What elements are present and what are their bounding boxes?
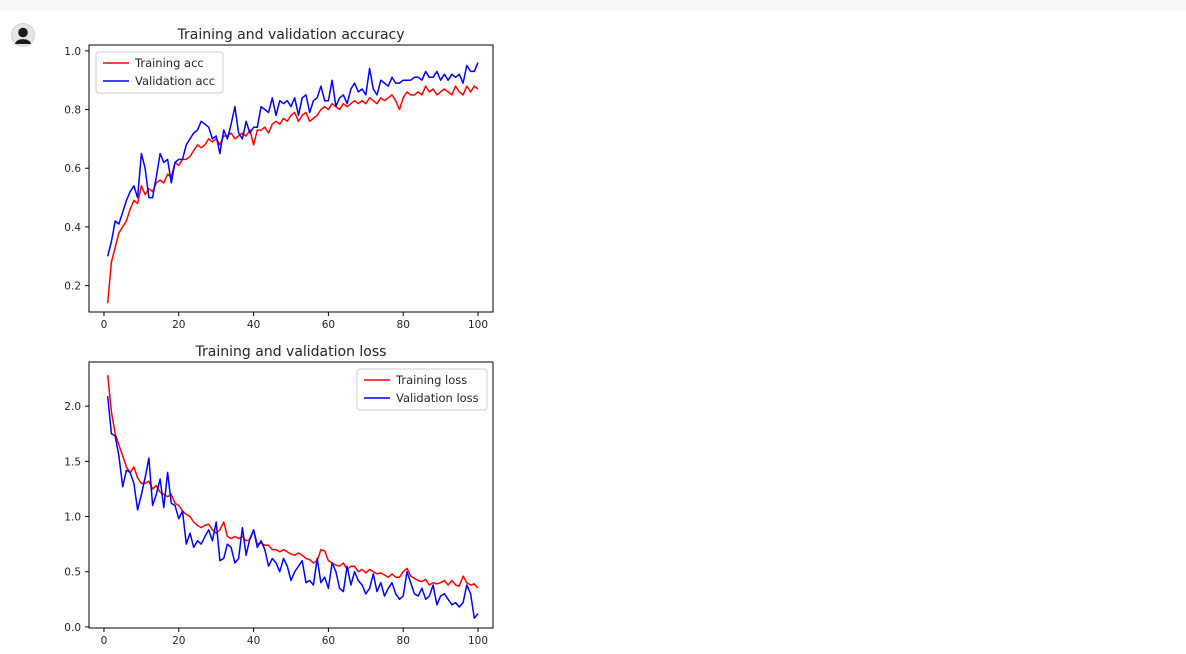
- chart-1-x-tick-label: 60: [322, 319, 335, 331]
- chart-2-y-tick-label: 2.0: [64, 401, 81, 413]
- chart-2-x-tick-label: 20: [172, 635, 185, 647]
- user-avatar-icon: [11, 23, 35, 47]
- chart-2-legend-label-1: Training loss: [395, 373, 467, 387]
- chart-1-x-tick-label: 20: [172, 319, 185, 331]
- chart-1-y-tick-label: 0.8: [64, 105, 81, 117]
- chart-2-x-tick-label: 60: [322, 635, 335, 647]
- chart-2-x-tick-label: 80: [397, 635, 410, 647]
- chart-1-y-tick-label: 0.6: [64, 163, 81, 175]
- chart-1-y-tick-label: 1.0: [64, 46, 81, 58]
- chart-2-x-tick-label: 40: [247, 635, 260, 647]
- chart-1-title: Training and validation accuracy: [176, 27, 404, 43]
- chart-1-series-training-line: [106, 85, 479, 304]
- chart-1-x-tick-label: 40: [247, 319, 260, 331]
- chart-2-title: Training and validation loss: [195, 344, 387, 360]
- chart-2-series-validation-line: [106, 396, 479, 619]
- chart-2-x-tick-label: 0: [101, 635, 108, 647]
- chart-2-y-tick-label: 1.0: [64, 512, 81, 524]
- chart-2-y-tick-label: 0.0: [64, 622, 81, 634]
- chart-2-legend-label-2: Validation loss: [396, 391, 479, 405]
- chart-1-x-tick-label: 100: [468, 319, 488, 331]
- accuracy-chart: Training and validation accuracy 0 20 40 60 8…: [64, 27, 494, 647]
- chart-2-y-tick-label: 0.5: [64, 567, 81, 579]
- chart-1-x-tick-label: 0: [101, 319, 108, 331]
- chart-2-axes-frame: [88, 361, 494, 629]
- chart-2-series-training-line: [106, 375, 479, 589]
- chart-1-legend-label-1: Training acc: [134, 56, 204, 70]
- chart-2-y-tick-label: 1.5: [64, 456, 81, 468]
- chart-1-legend-label-2: Validation acc: [135, 74, 215, 88]
- chart-1-axes-frame: [88, 44, 494, 313]
- chart-1-y-tick-label: 0.4: [64, 222, 81, 234]
- chart-1-x-tick-label: 80: [397, 319, 410, 331]
- chart-1-y-tick-label: 0.2: [64, 281, 81, 293]
- chart-2-x-tick-label: 100: [468, 635, 488, 647]
- chart-1-series-validation-line: [106, 62, 479, 257]
- cell-top-strip: [0, 0, 1186, 11]
